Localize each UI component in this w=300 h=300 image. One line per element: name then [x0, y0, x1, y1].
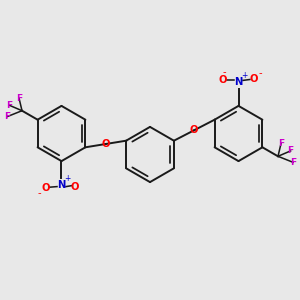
Text: F: F: [16, 94, 22, 103]
Text: F: F: [6, 101, 13, 110]
Text: F: F: [290, 158, 296, 167]
Text: O: O: [101, 139, 110, 149]
Text: -: -: [38, 188, 41, 199]
Text: +: +: [241, 71, 247, 80]
Text: N: N: [234, 77, 243, 87]
Text: F: F: [287, 146, 294, 155]
Text: O: O: [42, 183, 50, 193]
Text: O: O: [71, 182, 79, 192]
Text: O: O: [249, 74, 258, 85]
Text: +: +: [64, 174, 70, 183]
Text: O: O: [190, 125, 199, 135]
Text: F: F: [4, 112, 10, 121]
Text: N: N: [57, 180, 66, 190]
Text: F: F: [278, 139, 284, 148]
Text: -: -: [223, 67, 226, 77]
Text: O: O: [219, 75, 227, 85]
Text: -: -: [258, 68, 262, 78]
